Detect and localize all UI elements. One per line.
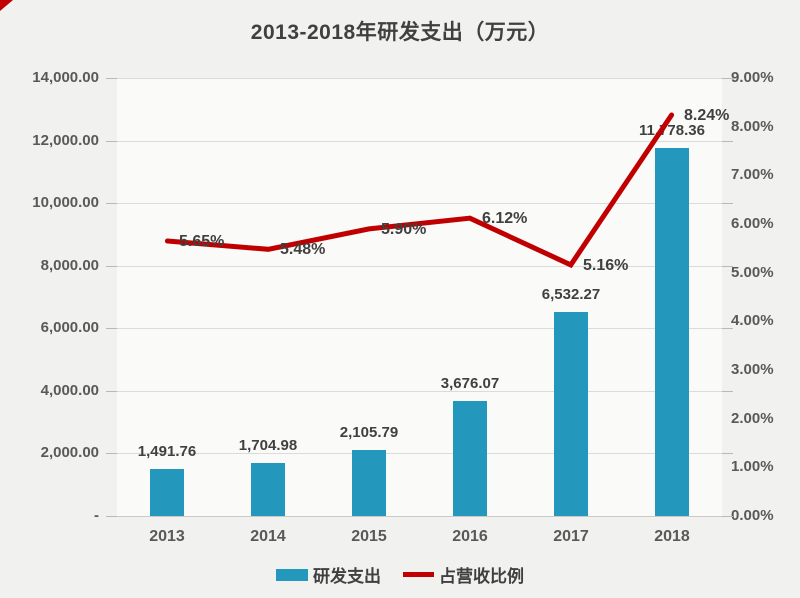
right-tick-mark [722, 328, 733, 329]
left-axis-tick-label: 14,000.00 [32, 69, 99, 86]
left-tick-mark [106, 453, 117, 454]
x-axis-label: 2013 [149, 528, 185, 545]
right-axis-tick-label: 7.00% [731, 166, 774, 183]
legend-item: 占营收比例 [403, 562, 524, 587]
legend-line-swatch [403, 572, 434, 577]
bar-value-label: 1,704.98 [238, 437, 298, 454]
right-axis-tick-label: 0.00% [731, 507, 774, 524]
left-axis-tick-label: 6,000.00 [40, 319, 99, 336]
right-axis-tick-label: 9.00% [731, 69, 774, 86]
bar [251, 463, 285, 516]
right-axis-tick-label: 4.00% [731, 312, 774, 329]
left-axis-tick-label: 4,000.00 [40, 382, 99, 399]
right-axis-tick-label: 6.00% [731, 215, 774, 232]
bar [554, 312, 588, 516]
gridline [117, 266, 722, 267]
line-value-label: 5.16% [583, 257, 629, 274]
gridline [117, 453, 722, 454]
left-axis-tick-label: 12,000.00 [32, 132, 99, 149]
left-axis-tick-label: 10,000.00 [32, 194, 99, 211]
x-axis-label: 2016 [452, 528, 488, 545]
left-tick-mark [106, 391, 117, 392]
right-tick-mark [722, 203, 733, 204]
right-axis-tick-label: 5.00% [731, 264, 774, 281]
trend-line [164, 112, 675, 269]
left-tick-mark [106, 266, 117, 267]
right-axis-tick-label: 8.00% [731, 118, 774, 135]
x-axis-label: 2018 [654, 528, 690, 545]
right-tick-mark [722, 141, 733, 142]
bar-value-label: 1,491.76 [137, 443, 197, 460]
line-value-label: 6.12% [482, 210, 528, 227]
right-tick-mark [722, 453, 733, 454]
bar-value-label: 6,532.27 [541, 286, 601, 303]
x-axis-label: 2014 [250, 528, 286, 545]
bar-value-label: 11,778.36 [639, 122, 705, 139]
right-tick-mark [722, 78, 733, 79]
legend-label: 研发支出 [313, 567, 381, 586]
gridline [117, 391, 722, 392]
left-tick-mark [106, 328, 117, 329]
left-axis-tick-label: 2,000.00 [40, 444, 99, 461]
corner-mark [0, 0, 13, 11]
chart-title: 2013-2018年研发支出（万元） [250, 21, 550, 44]
plot-area [117, 78, 722, 517]
line-value-label: 5.65% [179, 233, 225, 250]
bar [352, 450, 386, 516]
gridline [117, 78, 722, 79]
gridline [117, 328, 722, 329]
line-value-label: 5.90% [381, 221, 427, 238]
right-tick-mark [722, 266, 733, 267]
bar [150, 469, 184, 516]
right-axis-tick-label: 2.00% [731, 410, 774, 427]
line-value-label: 5.48% [280, 241, 326, 258]
left-tick-mark [106, 516, 117, 517]
x-axis-label: 2015 [351, 528, 387, 545]
left-tick-mark [106, 78, 117, 79]
left-axis-tick-label: 8,000.00 [40, 257, 99, 274]
line-value-label: 8.24% [684, 107, 730, 124]
bar-value-label: 3,676.07 [440, 375, 500, 392]
legend: 研发支出 占营收比例 [0, 562, 800, 587]
x-axis-label: 2017 [553, 528, 589, 545]
bar [453, 401, 487, 516]
right-axis-tick-label: 1.00% [731, 458, 774, 475]
left-tick-mark [106, 203, 117, 204]
bar-value-label: 2,105.79 [339, 424, 399, 441]
gridline [117, 141, 722, 142]
legend-bar-swatch [276, 568, 308, 581]
left-tick-mark [106, 141, 117, 142]
legend-item: 研发支出 [276, 562, 381, 587]
right-tick-mark [722, 391, 733, 392]
gridline [117, 203, 722, 204]
right-axis-tick-label: 3.00% [731, 361, 774, 378]
bar [655, 148, 689, 516]
gridline [117, 516, 722, 517]
right-tick-mark [722, 516, 733, 517]
legend-label: 占营收比例 [439, 567, 524, 586]
left-axis-tick-label: - [94, 507, 99, 524]
